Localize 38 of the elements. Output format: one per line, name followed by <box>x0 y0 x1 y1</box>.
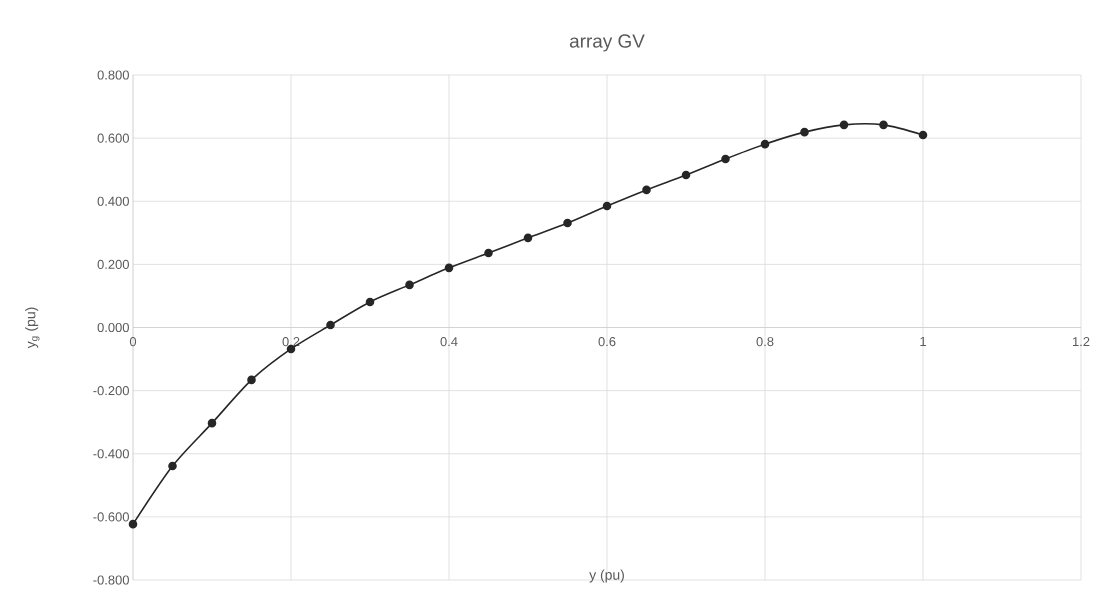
point <box>602 201 612 211</box>
point <box>800 127 809 137</box>
point <box>642 185 651 195</box>
y-tick-label: -0.200 <box>93 386 129 396</box>
x-tick-label: 0.6 <box>598 337 616 347</box>
point <box>681 170 691 180</box>
y-tick-label: -0.800 <box>93 575 129 585</box>
point <box>168 461 177 471</box>
point <box>721 154 730 164</box>
y-axis-title: y$_{g}$ (pu) <box>25 307 40 349</box>
point <box>523 233 533 243</box>
point <box>563 218 572 228</box>
chart-title: array GV <box>569 34 645 52</box>
x-tick-label: 1.2 <box>1072 337 1090 347</box>
x-tick-label: 1 <box>920 337 926 346</box>
x-tick-label: 0 <box>129 337 137 347</box>
y-tick-label: 0.400 <box>97 196 129 206</box>
point <box>879 120 888 130</box>
point <box>839 120 849 130</box>
point <box>365 297 375 307</box>
point <box>326 320 335 330</box>
point <box>484 248 493 258</box>
y-tick-label: 0.000 <box>97 322 129 333</box>
x-tick-label: 0.4 <box>440 337 458 347</box>
point <box>207 418 217 428</box>
point <box>760 139 770 149</box>
point <box>918 130 928 140</box>
point <box>128 519 138 529</box>
point <box>247 375 256 385</box>
y-tick-label: 0.200 <box>97 259 129 269</box>
point <box>444 263 454 273</box>
point <box>405 280 414 290</box>
y-tick-label: 0.600 <box>97 133 129 143</box>
y-tick-label: 0.800 <box>97 70 129 80</box>
x-axis-title: y (pu) <box>589 569 624 583</box>
y-tick-label: -0.400 <box>93 449 129 459</box>
y-tick-label: -0.600 <box>93 512 129 522</box>
x-tick-label: 0.8 <box>756 337 774 347</box>
